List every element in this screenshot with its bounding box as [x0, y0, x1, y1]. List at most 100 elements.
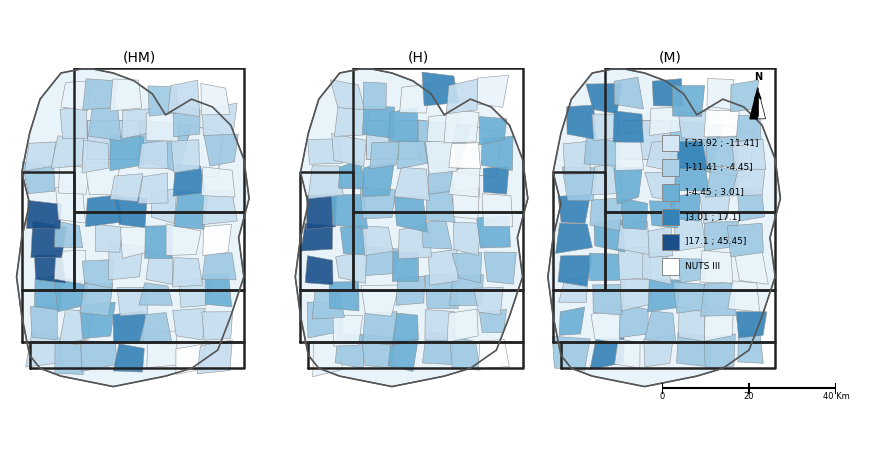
- Polygon shape: [479, 309, 507, 333]
- Polygon shape: [113, 197, 147, 228]
- Polygon shape: [731, 80, 759, 112]
- Polygon shape: [732, 167, 765, 196]
- Polygon shape: [584, 137, 618, 166]
- Polygon shape: [479, 117, 507, 145]
- Polygon shape: [54, 276, 89, 312]
- Polygon shape: [700, 282, 736, 316]
- Polygon shape: [483, 166, 509, 194]
- Polygon shape: [618, 120, 671, 159]
- Polygon shape: [122, 109, 150, 139]
- Polygon shape: [88, 106, 121, 141]
- Polygon shape: [556, 223, 592, 253]
- Polygon shape: [333, 315, 362, 346]
- Polygon shape: [564, 141, 591, 174]
- Polygon shape: [482, 136, 513, 170]
- Polygon shape: [706, 165, 739, 197]
- Polygon shape: [643, 253, 672, 284]
- Polygon shape: [388, 339, 418, 372]
- Polygon shape: [362, 106, 395, 138]
- Polygon shape: [750, 88, 758, 119]
- Polygon shape: [705, 221, 739, 251]
- Polygon shape: [477, 75, 509, 107]
- Polygon shape: [679, 111, 708, 140]
- Polygon shape: [308, 166, 343, 199]
- Polygon shape: [548, 68, 780, 387]
- Text: NUTS III: NUTS III: [685, 262, 720, 271]
- Polygon shape: [307, 139, 342, 165]
- Polygon shape: [55, 342, 84, 374]
- Text: ]-4.45 ; 3.01]: ]-4.45 ; 3.01]: [685, 188, 744, 197]
- Polygon shape: [56, 185, 85, 223]
- Polygon shape: [329, 282, 359, 311]
- Polygon shape: [145, 225, 172, 259]
- Polygon shape: [457, 125, 502, 177]
- Polygon shape: [427, 114, 459, 143]
- Polygon shape: [118, 287, 148, 316]
- Polygon shape: [678, 141, 707, 169]
- Polygon shape: [677, 333, 711, 367]
- Polygon shape: [60, 106, 87, 138]
- Polygon shape: [418, 120, 470, 172]
- Polygon shape: [295, 68, 528, 387]
- Polygon shape: [621, 198, 647, 229]
- Polygon shape: [139, 313, 172, 344]
- Polygon shape: [619, 304, 648, 338]
- Polygon shape: [54, 250, 86, 285]
- Polygon shape: [559, 307, 584, 335]
- Polygon shape: [366, 247, 398, 276]
- Polygon shape: [335, 251, 367, 283]
- Polygon shape: [332, 195, 368, 228]
- Polygon shape: [710, 125, 754, 177]
- Polygon shape: [620, 279, 652, 311]
- Polygon shape: [202, 312, 233, 340]
- Polygon shape: [146, 112, 179, 141]
- Polygon shape: [24, 142, 56, 171]
- Polygon shape: [330, 80, 365, 110]
- Polygon shape: [707, 79, 733, 110]
- Polygon shape: [589, 253, 620, 281]
- Polygon shape: [35, 274, 64, 310]
- Polygon shape: [360, 187, 395, 219]
- Polygon shape: [363, 312, 397, 345]
- Polygon shape: [110, 135, 145, 171]
- Polygon shape: [173, 102, 200, 137]
- Polygon shape: [203, 224, 232, 255]
- Text: (M): (M): [659, 50, 682, 64]
- Polygon shape: [558, 195, 591, 223]
- Polygon shape: [51, 136, 84, 168]
- Polygon shape: [478, 340, 510, 369]
- Polygon shape: [552, 336, 591, 371]
- Polygon shape: [425, 310, 455, 340]
- Polygon shape: [84, 162, 120, 195]
- Polygon shape: [388, 107, 418, 142]
- Polygon shape: [400, 84, 431, 113]
- Polygon shape: [618, 247, 652, 280]
- Polygon shape: [138, 173, 168, 204]
- Polygon shape: [425, 273, 458, 308]
- Polygon shape: [444, 109, 479, 143]
- Polygon shape: [17, 68, 249, 387]
- Polygon shape: [590, 338, 624, 370]
- Polygon shape: [206, 274, 232, 307]
- Polygon shape: [562, 167, 598, 201]
- Polygon shape: [113, 344, 145, 372]
- Text: ]17.1 ; 45.45]: ]17.1 ; 45.45]: [685, 237, 746, 246]
- Polygon shape: [672, 85, 705, 117]
- Polygon shape: [614, 77, 644, 109]
- Polygon shape: [447, 309, 478, 342]
- Polygon shape: [58, 165, 90, 194]
- Polygon shape: [616, 133, 644, 170]
- Polygon shape: [613, 111, 644, 142]
- Polygon shape: [614, 167, 643, 204]
- Polygon shape: [648, 279, 679, 312]
- Polygon shape: [728, 281, 760, 312]
- Polygon shape: [422, 219, 452, 249]
- Polygon shape: [174, 191, 208, 229]
- Polygon shape: [650, 107, 680, 136]
- Polygon shape: [395, 167, 429, 200]
- Polygon shape: [704, 334, 735, 368]
- Text: [-23.92 ; -11.41]: [-23.92 ; -11.41]: [685, 138, 759, 148]
- Polygon shape: [566, 105, 597, 140]
- Polygon shape: [652, 79, 683, 106]
- Bar: [662, 135, 679, 151]
